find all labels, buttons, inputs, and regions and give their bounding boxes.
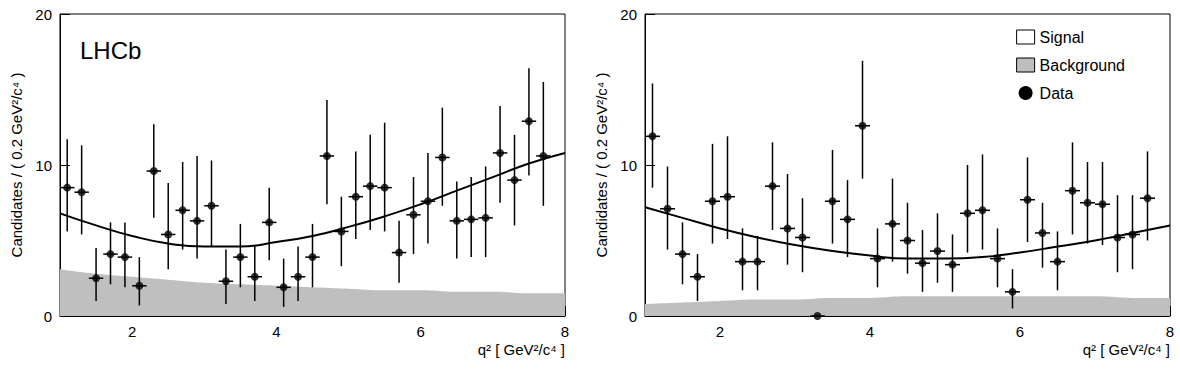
svg-text:LHCb: LHCb	[80, 37, 141, 64]
svg-text:6: 6	[1016, 323, 1024, 340]
svg-text:Candidates / ( 0.2 GeV²/c⁴ ): Candidates / ( 0.2 GeV²/c⁴ )	[8, 73, 25, 258]
svg-text:0: 0	[44, 308, 52, 325]
svg-text:10: 10	[35, 157, 52, 174]
svg-text:4: 4	[272, 323, 280, 340]
svg-text:6: 6	[417, 323, 425, 340]
svg-text:20: 20	[35, 6, 52, 23]
svg-text:Data: Data	[1040, 85, 1074, 102]
svg-text:Background: Background	[1040, 57, 1125, 74]
svg-text:q² [ GeV²/c⁴ ]: q² [ GeV²/c⁴ ]	[1083, 341, 1170, 358]
svg-text:0: 0	[629, 308, 637, 325]
svg-text:Signal: Signal	[1040, 29, 1084, 46]
svg-text:20: 20	[620, 6, 637, 23]
svg-text:2: 2	[128, 323, 136, 340]
svg-text:2: 2	[716, 323, 724, 340]
svg-text:Candidates / ( 0.2 GeV²/c⁴ ): Candidates / ( 0.2 GeV²/c⁴ )	[593, 73, 610, 258]
svg-text:8: 8	[561, 323, 569, 340]
svg-text:q² [ GeV²/c⁴ ]: q² [ GeV²/c⁴ ]	[478, 341, 565, 358]
svg-text:8: 8	[1166, 323, 1174, 340]
svg-text:4: 4	[866, 323, 874, 340]
svg-text:10: 10	[620, 157, 637, 174]
